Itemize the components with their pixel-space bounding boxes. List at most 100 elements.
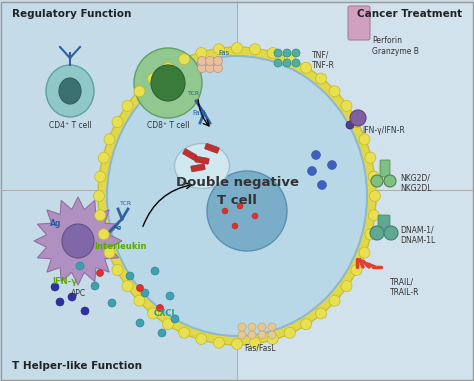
FancyBboxPatch shape: [1, 190, 237, 380]
Circle shape: [238, 331, 246, 339]
Circle shape: [252, 213, 258, 219]
Circle shape: [283, 49, 291, 57]
Circle shape: [328, 160, 337, 170]
Circle shape: [147, 73, 158, 84]
Circle shape: [384, 226, 398, 240]
Circle shape: [104, 247, 115, 258]
Circle shape: [368, 210, 379, 221]
Circle shape: [316, 308, 327, 319]
Circle shape: [359, 247, 370, 258]
Circle shape: [158, 329, 166, 337]
Circle shape: [98, 229, 109, 240]
Circle shape: [370, 226, 384, 240]
FancyBboxPatch shape: [237, 2, 473, 190]
Circle shape: [97, 269, 103, 277]
Circle shape: [267, 48, 278, 59]
Circle shape: [258, 323, 266, 331]
FancyBboxPatch shape: [195, 156, 209, 164]
Ellipse shape: [107, 56, 367, 336]
Circle shape: [126, 272, 134, 280]
FancyBboxPatch shape: [182, 149, 197, 160]
Circle shape: [213, 44, 225, 55]
Circle shape: [179, 327, 190, 338]
Circle shape: [249, 337, 261, 348]
Circle shape: [365, 152, 376, 163]
Text: Fas: Fas: [218, 50, 229, 56]
Circle shape: [274, 49, 282, 57]
Text: Cancer Treatment: Cancer Treatment: [357, 9, 462, 19]
Circle shape: [95, 171, 106, 182]
Circle shape: [283, 59, 291, 67]
Circle shape: [151, 267, 159, 275]
Circle shape: [258, 331, 266, 339]
Circle shape: [329, 86, 340, 97]
Circle shape: [51, 283, 59, 291]
Ellipse shape: [151, 65, 185, 101]
Circle shape: [368, 171, 379, 182]
Circle shape: [206, 64, 215, 72]
Circle shape: [213, 64, 222, 72]
Circle shape: [213, 337, 225, 348]
Circle shape: [371, 175, 383, 187]
Circle shape: [249, 44, 261, 55]
Text: NKG2D/
NKG2DL: NKG2D/ NKG2DL: [400, 173, 431, 193]
Circle shape: [68, 293, 76, 301]
Text: TCR: TCR: [188, 91, 200, 96]
Text: TNF/
TNF-R: TNF/ TNF-R: [312, 50, 335, 70]
Text: Ag: Ag: [113, 224, 123, 229]
Circle shape: [198, 64, 207, 72]
FancyBboxPatch shape: [237, 190, 473, 380]
Circle shape: [311, 150, 320, 160]
Circle shape: [179, 54, 190, 65]
Ellipse shape: [174, 144, 229, 189]
Circle shape: [351, 117, 362, 128]
Text: DNAM-1/
DNAM-1L: DNAM-1/ DNAM-1L: [400, 225, 435, 245]
Circle shape: [267, 333, 278, 344]
Circle shape: [238, 323, 246, 331]
Circle shape: [301, 62, 311, 73]
Circle shape: [359, 134, 370, 145]
Circle shape: [318, 181, 327, 189]
Circle shape: [112, 264, 123, 275]
FancyBboxPatch shape: [205, 143, 219, 153]
Ellipse shape: [98, 47, 376, 345]
Circle shape: [112, 117, 123, 128]
Circle shape: [237, 203, 243, 209]
Circle shape: [137, 285, 144, 291]
Circle shape: [166, 292, 174, 300]
Circle shape: [213, 56, 222, 66]
Circle shape: [147, 308, 158, 319]
Circle shape: [384, 175, 396, 187]
Circle shape: [316, 73, 327, 84]
Circle shape: [122, 101, 133, 111]
Circle shape: [206, 56, 215, 66]
Circle shape: [134, 295, 145, 306]
Ellipse shape: [59, 78, 81, 104]
Polygon shape: [34, 197, 122, 285]
Circle shape: [308, 166, 317, 176]
Text: IFN-γ: IFN-γ: [53, 277, 78, 285]
Circle shape: [196, 48, 207, 59]
FancyBboxPatch shape: [348, 6, 370, 40]
Circle shape: [370, 190, 381, 202]
Text: Regulatory Function: Regulatory Function: [12, 9, 131, 19]
Circle shape: [268, 323, 276, 331]
Text: Interleukin: Interleukin: [94, 242, 146, 250]
Circle shape: [91, 282, 99, 290]
Ellipse shape: [134, 48, 202, 118]
FancyBboxPatch shape: [378, 215, 390, 229]
Circle shape: [274, 59, 282, 67]
Circle shape: [171, 315, 179, 323]
Circle shape: [292, 49, 300, 57]
Circle shape: [365, 229, 376, 240]
Text: TRAIL/
TRAIL-R: TRAIL/ TRAIL-R: [390, 277, 419, 297]
Ellipse shape: [62, 224, 94, 258]
Circle shape: [268, 331, 276, 339]
Text: Fas/FasL: Fas/FasL: [244, 344, 276, 352]
Circle shape: [98, 152, 109, 163]
Circle shape: [122, 280, 133, 291]
Circle shape: [284, 54, 295, 65]
Text: IFN-γ/IFN-R: IFN-γ/IFN-R: [362, 125, 405, 134]
Circle shape: [346, 121, 354, 129]
Circle shape: [141, 289, 149, 297]
